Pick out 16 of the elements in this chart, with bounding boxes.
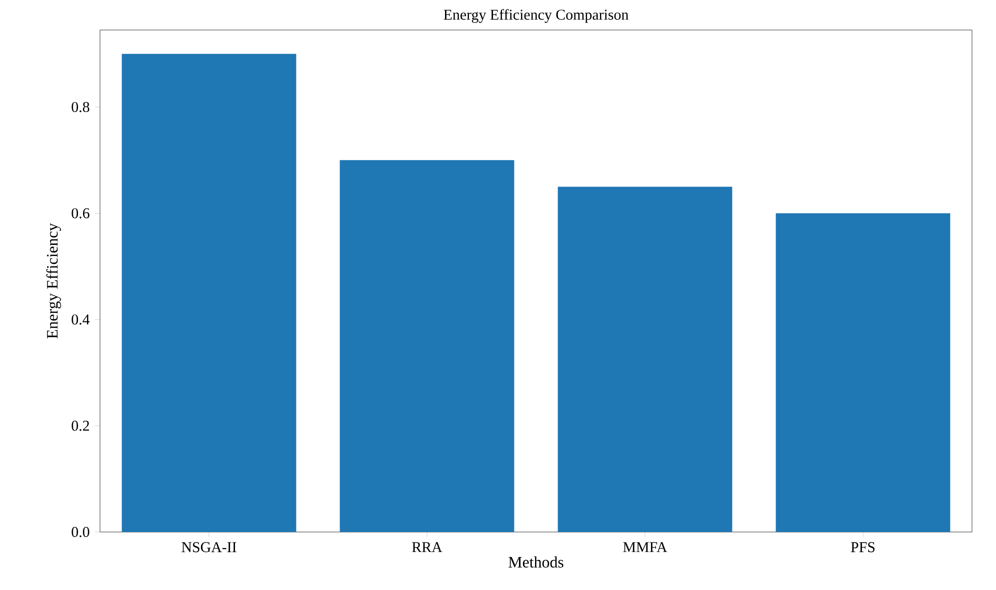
- x-tick-label: MMFA: [623, 542, 668, 552]
- bar: [122, 54, 296, 532]
- chart-title: Energy Efficiency Comparison: [444, 9, 628, 23]
- x-tick-label: NSGA-II: [182, 542, 236, 552]
- x-axis-title: Methods: [508, 556, 564, 568]
- bar: [558, 186, 732, 532]
- y-tick-label: 0.6: [72, 208, 90, 218]
- bar: [776, 213, 950, 532]
- y-tick-label: 0.0: [72, 526, 90, 538]
- y-tick-label: 0.4: [72, 314, 90, 325]
- bar: [340, 160, 514, 532]
- y-tick-label: 0.2: [72, 420, 89, 431]
- y-axis-title: Energy Efficiency: [46, 223, 61, 338]
- x-tick-label: RRA: [412, 542, 442, 552]
- x-tick-label: PFS: [850, 542, 875, 552]
- y-tick-label: 0.8: [72, 102, 90, 112]
